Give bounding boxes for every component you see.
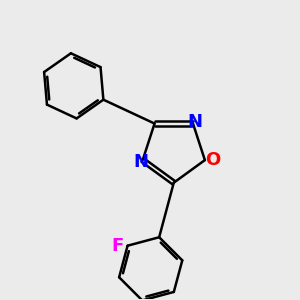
Text: N: N [134,153,149,171]
Text: F: F [111,237,123,255]
Text: O: O [206,151,221,169]
Text: N: N [187,113,202,131]
